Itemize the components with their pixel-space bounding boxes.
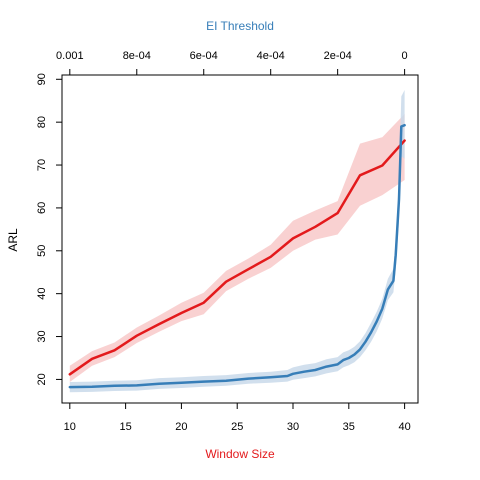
x-tick-label: 10 (64, 421, 76, 433)
y-tick-label: 60 (36, 202, 48, 214)
series-line-blue (68, 123, 406, 389)
y-tick-label: 40 (36, 288, 48, 300)
y-tick-label: 90 (36, 73, 48, 85)
x-tick-label: 40 (398, 421, 410, 433)
y-tick-label: 50 (36, 245, 48, 257)
top-x-axis: 0.001 8e-04 6e-04 4e-04 2e-04 0 (56, 50, 408, 75)
x-tick-label: 20 (175, 421, 187, 433)
x2-tick-label: 8e-04 (123, 50, 151, 62)
y-tick-label: 70 (36, 159, 48, 171)
x2-tick-label: 6e-04 (190, 50, 218, 62)
plot-frame (61, 74, 419, 404)
series-lines (68, 123, 406, 389)
x2-tick-label: 0.001 (56, 50, 84, 62)
y-tick-label: 20 (36, 373, 48, 385)
x-tick-label: 30 (287, 421, 299, 433)
x2-tick-label: 2e-04 (324, 50, 352, 62)
y-tick-label: 80 (36, 116, 48, 128)
bottom-axis-title: Window Size (205, 447, 275, 461)
y-axis-title: ARL (6, 228, 20, 252)
series-line-red (68, 139, 406, 376)
x-tick-label: 35 (343, 421, 355, 433)
x-tick-label: 25 (231, 421, 243, 433)
top-axis-title: EI Threshold (206, 19, 274, 33)
x2-tick-label: 4e-04 (257, 50, 285, 62)
bottom-x-axis: 10 15 20 25 30 35 40 (64, 403, 411, 433)
x2-tick-label: 0 (402, 50, 408, 62)
y-axis: 20 30 40 50 60 70 80 90 (36, 73, 62, 386)
y-tick-label: 30 (36, 330, 48, 342)
x-tick-label: 15 (119, 421, 131, 433)
